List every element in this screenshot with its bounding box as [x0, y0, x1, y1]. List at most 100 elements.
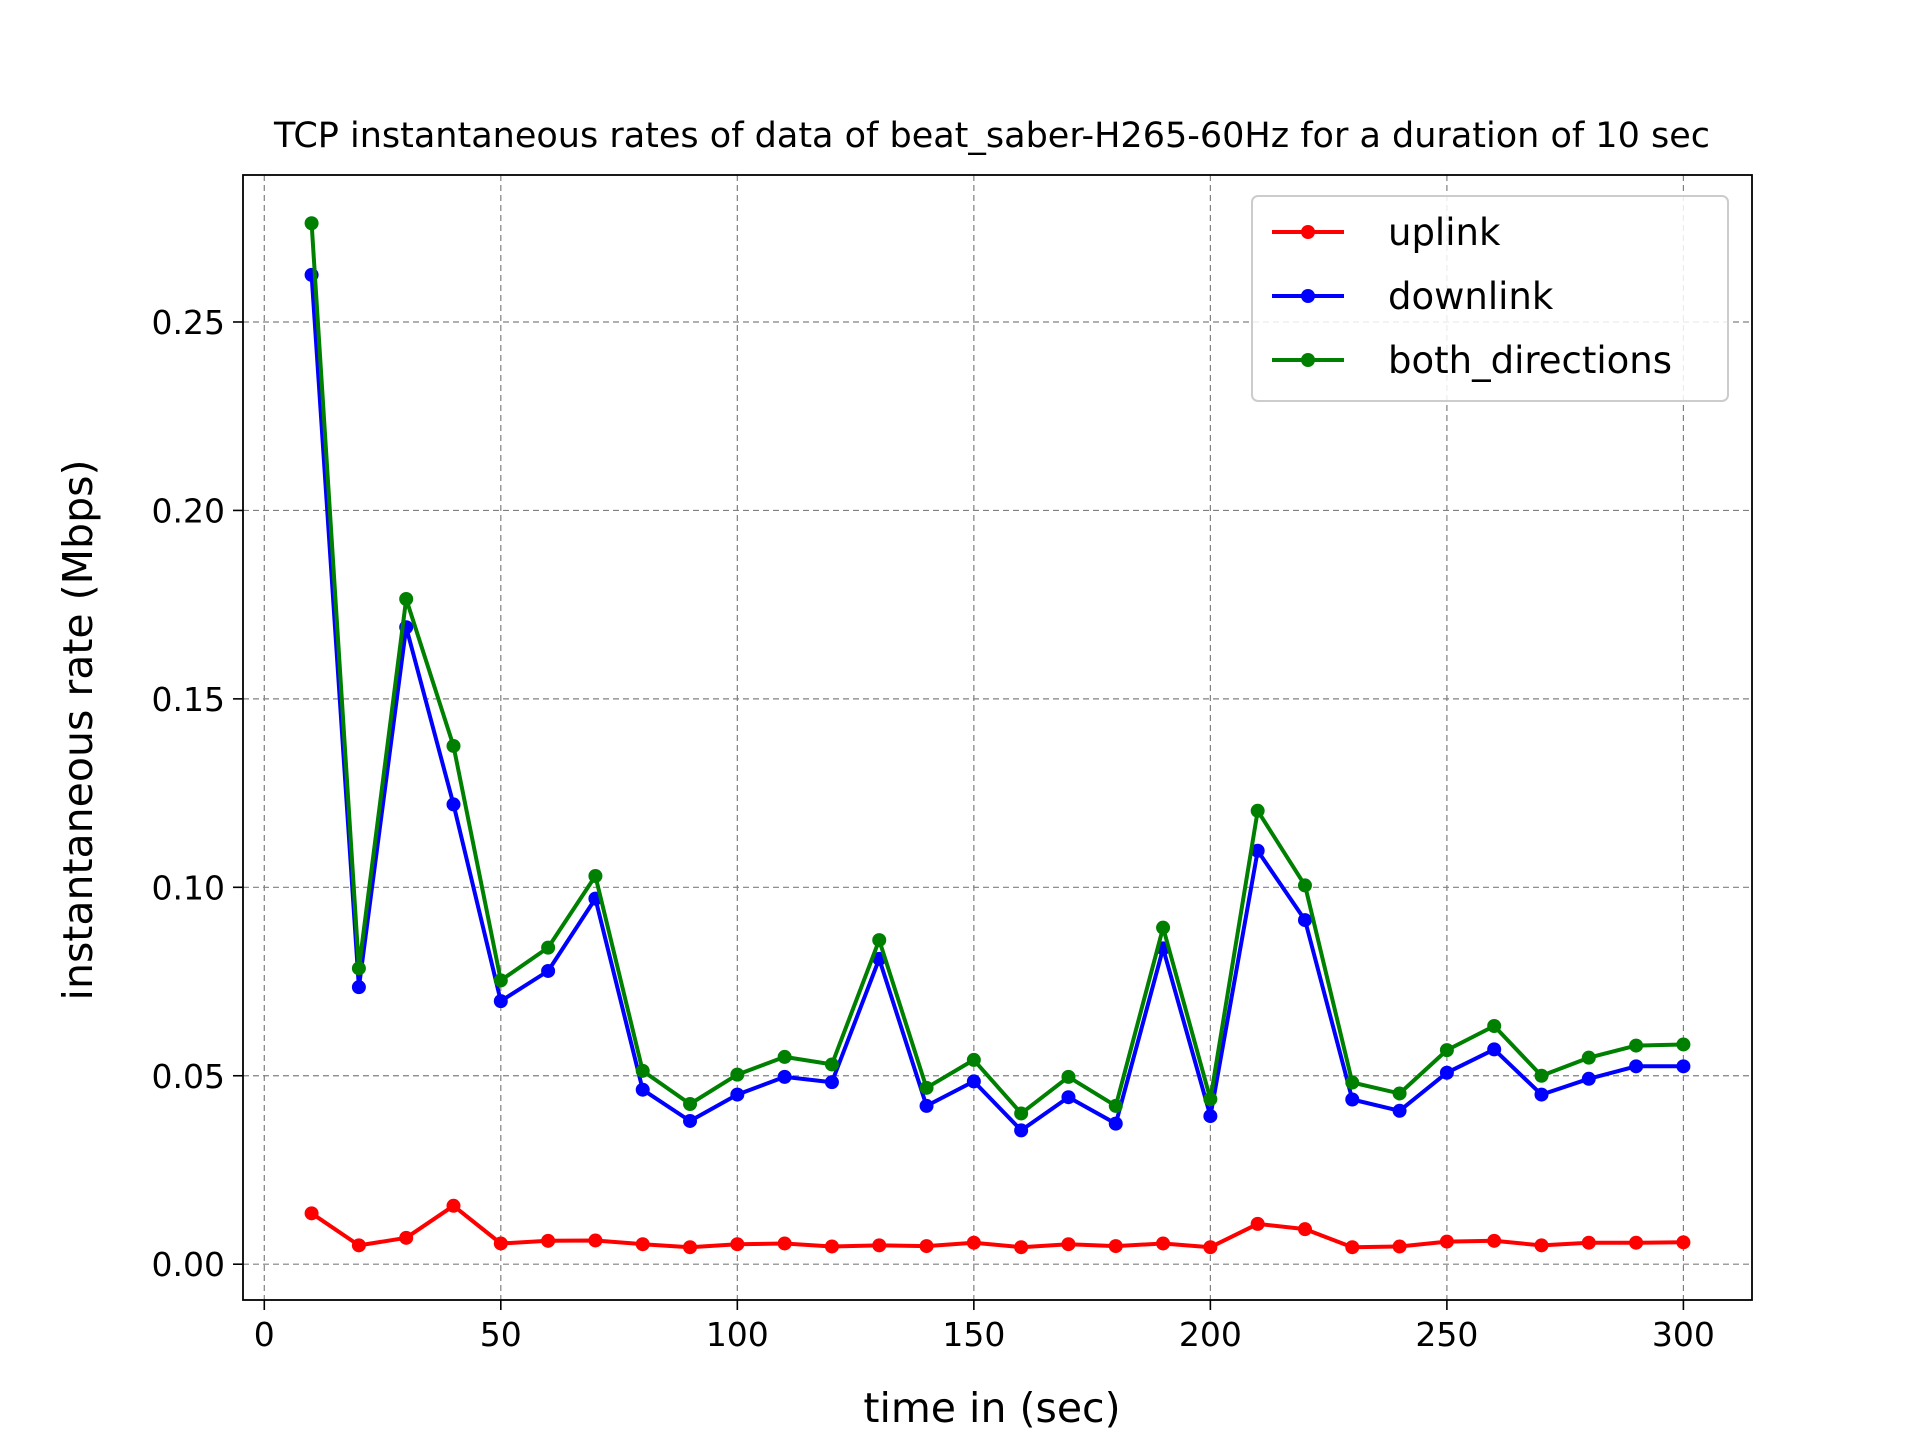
y-tick-label: 0.00 — [152, 1245, 225, 1284]
data-point-both_directions — [966, 1052, 981, 1067]
data-point-uplink — [1534, 1238, 1549, 1253]
series-line-uplink — [310, 1203, 1684, 1250]
data-point-both_directions — [872, 933, 887, 948]
x-tick-label: 100 — [706, 1315, 769, 1354]
data-point-uplink — [1203, 1240, 1218, 1255]
y-tick-label: 0.10 — [152, 868, 225, 907]
data-point-uplink — [1156, 1236, 1171, 1251]
data-point-downlink — [1534, 1087, 1549, 1102]
data-point-downlink — [730, 1087, 745, 1102]
data-point-downlink — [1487, 1042, 1502, 1057]
data-point-uplink — [1061, 1237, 1076, 1252]
x-tick-label: 300 — [1652, 1315, 1715, 1354]
data-point-uplink — [1581, 1235, 1596, 1250]
data-point-uplink — [1392, 1239, 1407, 1254]
data-point-downlink — [777, 1069, 792, 1084]
data-point-uplink — [304, 1206, 319, 1221]
series-both_directions — [304, 216, 1691, 1121]
data-point-both_directions — [493, 973, 508, 988]
data-point-downlink — [635, 1082, 650, 1097]
data-point-both_directions — [730, 1067, 745, 1082]
data-point-uplink — [919, 1239, 934, 1254]
legend-marker — [1301, 289, 1315, 303]
series-downlink — [304, 267, 1691, 1138]
data-point-downlink — [1439, 1065, 1454, 1080]
x-tick-label: 250 — [1415, 1315, 1478, 1354]
data-point-uplink — [635, 1237, 650, 1252]
data-point-both_directions — [919, 1080, 934, 1095]
legend-label: uplink — [1388, 211, 1501, 254]
data-point-downlink — [446, 797, 461, 812]
data-point-downlink — [1203, 1109, 1218, 1124]
data-point-downlink — [1250, 843, 1265, 858]
y-axis: 0.00 0.05 0.10 0.15 0.20 0.25 — [152, 303, 243, 1284]
series-line-both_directions — [309, 223, 1684, 1116]
data-point-uplink — [493, 1236, 508, 1251]
x-axis-label: time in (sec) — [863, 1384, 1120, 1432]
x-tick-label: 150 — [942, 1315, 1005, 1354]
legend-item-downlink: downlink — [1272, 275, 1554, 318]
data-point-downlink — [1014, 1123, 1029, 1138]
data-point-downlink — [1345, 1092, 1360, 1107]
data-point-downlink — [919, 1098, 934, 1113]
data-point-downlink — [493, 994, 508, 1009]
y-axis-label: instantaneous rate (Mbps) — [54, 460, 102, 1001]
data-point-uplink — [966, 1235, 981, 1250]
chart-title: TCP instantaneous rates of data of beat_… — [273, 116, 1710, 156]
legend-item-both_directions: both_directions — [1272, 339, 1672, 382]
data-point-both_directions — [351, 961, 366, 976]
data-point-downlink — [1676, 1059, 1691, 1074]
data-point-both_directions — [1250, 803, 1265, 818]
series-line-downlink — [309, 274, 1684, 1133]
data-point-downlink — [351, 980, 366, 995]
data-point-both_directions — [1203, 1092, 1218, 1107]
data-point-both_directions — [1108, 1098, 1123, 1113]
data-point-downlink — [966, 1074, 981, 1089]
x-tick-label: 0 — [254, 1315, 275, 1354]
data-point-uplink — [541, 1233, 556, 1248]
data-point-uplink — [1014, 1240, 1029, 1255]
x-tick-label: 50 — [480, 1315, 522, 1354]
data-point-downlink — [1581, 1071, 1596, 1086]
data-point-both_directions — [1392, 1086, 1407, 1101]
data-point-uplink — [351, 1238, 366, 1253]
data-point-both_directions — [304, 216, 319, 231]
data-point-both_directions — [1345, 1075, 1360, 1090]
legend: uplink downlink both_directions — [1251, 195, 1729, 402]
data-point-both_directions — [1156, 920, 1171, 935]
data-point-downlink — [1629, 1059, 1644, 1074]
legend-box — [1251, 195, 1729, 402]
data-point-uplink — [446, 1198, 461, 1213]
series-layer — [304, 216, 1691, 1255]
data-point-uplink — [588, 1233, 603, 1248]
data-point-both_directions — [1014, 1106, 1029, 1121]
data-point-uplink — [824, 1239, 839, 1254]
data-point-both_directions — [1297, 878, 1312, 893]
legend-item-uplink: uplink — [1272, 211, 1501, 254]
y-tick-label: 0.25 — [152, 303, 225, 342]
legend-label: both_directions — [1388, 339, 1672, 382]
data-point-uplink — [1297, 1222, 1312, 1237]
y-tick-label: 0.05 — [152, 1057, 225, 1096]
x-tick-label: 200 — [1179, 1315, 1242, 1354]
data-point-both_directions — [1629, 1038, 1644, 1053]
data-point-both_directions — [824, 1057, 839, 1072]
grid — [243, 175, 1752, 1300]
data-point-uplink — [1250, 1216, 1265, 1231]
x-axis: 0 50 100 150 200 250 300 — [254, 1300, 1715, 1354]
data-point-uplink — [777, 1236, 792, 1251]
data-point-uplink — [730, 1237, 745, 1252]
data-point-both_directions — [1439, 1043, 1454, 1058]
data-point-both_directions — [635, 1063, 650, 1078]
data-point-downlink — [683, 1113, 698, 1128]
data-point-both_directions — [1676, 1037, 1691, 1052]
data-point-downlink — [541, 963, 556, 978]
data-point-downlink — [1108, 1116, 1123, 1131]
data-point-both_directions — [541, 940, 556, 955]
data-point-uplink — [683, 1240, 698, 1255]
data-point-downlink — [1297, 913, 1312, 928]
series-uplink — [304, 1198, 1691, 1255]
data-point-both_directions — [777, 1049, 792, 1064]
data-point-both_directions — [1581, 1050, 1596, 1065]
